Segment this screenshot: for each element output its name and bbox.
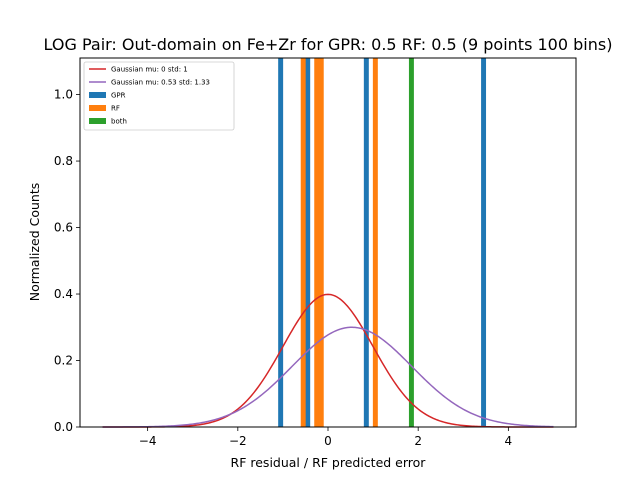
- chart-title: LOG Pair: Out-domain on Fe+Zr for GPR: 0…: [44, 35, 613, 54]
- curves-layer: [102, 293, 554, 428]
- legend-label: RF: [111, 105, 120, 113]
- gaussian-curve-1: [102, 326, 554, 428]
- y-tick-label: 0.4: [54, 287, 73, 301]
- legend-label: GPR: [111, 92, 126, 100]
- plot-area: [102, 58, 554, 428]
- legend-swatch-rf: [89, 105, 106, 111]
- bar-rf-2: [318, 58, 324, 427]
- legend-box: [83, 61, 235, 131]
- bar-rf-3: [372, 58, 378, 427]
- y-axis: 0.0 0.2 0.4 0.6 0.8 1.0: [54, 88, 80, 434]
- y-tick-label: 0.6: [54, 221, 73, 235]
- legend-label: Gaussian mu: 0 std: 1: [111, 66, 188, 74]
- x-tick-label: −4: [139, 434, 157, 448]
- y-axis-label: Normalized Counts: [27, 183, 42, 302]
- bar-rf-1: [314, 58, 320, 427]
- bars-layer: [278, 58, 487, 427]
- y-tick-label: 0.8: [54, 154, 73, 168]
- y-tick-label: 1.0: [54, 88, 73, 102]
- legend-label: Gaussian mu: 0.53 std: 1.33: [111, 79, 210, 87]
- bar-both-0: [408, 58, 414, 427]
- bar-rf-0: [300, 58, 306, 427]
- bar-gpr-2: [363, 58, 369, 427]
- gaussian-curve-0: [102, 293, 554, 428]
- bar-gpr-3: [481, 58, 487, 427]
- legend-label: both: [111, 118, 127, 126]
- x-tick-label: 2: [414, 434, 422, 448]
- x-tick-label: 0: [324, 434, 332, 448]
- legend-swatch-both: [89, 118, 106, 124]
- legend-swatch-gpr: [89, 92, 106, 98]
- legend: Gaussian mu: 0 std: 1 Gaussian mu: 0.53 s…: [83, 61, 235, 131]
- x-axis-label: RF residual / RF predicted error: [231, 455, 427, 470]
- x-tick-label: −2: [229, 434, 247, 448]
- x-tick-label: 4: [505, 434, 513, 448]
- x-axis: −4 −2 0 2 4: [139, 427, 512, 448]
- bar-gpr-0: [278, 58, 284, 427]
- bar-gpr-1: [305, 58, 311, 427]
- y-tick-label: 0.0: [54, 420, 73, 434]
- y-tick-label: 0.2: [54, 354, 73, 368]
